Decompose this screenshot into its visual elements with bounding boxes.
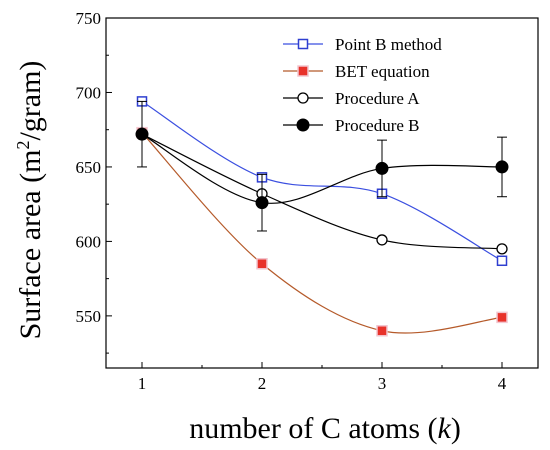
legend-marker	[297, 92, 309, 104]
data-point-3-1	[255, 196, 269, 210]
y-tick-label-650: 650	[76, 158, 102, 177]
y-axis-title-prefix: Surface area (m	[14, 150, 47, 340]
series-0	[136, 96, 508, 267]
legend-label-1: BET equation	[335, 62, 430, 81]
legend-item-1: BET equation	[283, 62, 430, 81]
x-axis-title-prefix: number of C atoms (	[189, 412, 437, 445]
series-line-2	[141, 133, 503, 250]
legend-label-0: Point B method	[335, 35, 442, 54]
series-3	[135, 100, 509, 232]
x-tick-label-2: 2	[258, 374, 267, 393]
data-point-2-3	[496, 243, 508, 255]
legend-marker	[297, 38, 309, 50]
y-axis-title: Surface area (m2/gram)	[13, 61, 47, 340]
legend-marker	[297, 65, 309, 77]
data-point-3-0	[135, 127, 149, 141]
series-layer	[135, 96, 509, 337]
y-tick-label-600: 600	[76, 232, 102, 251]
legend-label-3: Procedure B	[335, 116, 420, 135]
y-tick-label-700: 700	[76, 83, 102, 102]
x-axis-title-suffix: )	[451, 412, 461, 445]
x-axis-title: number of C atoms (k)	[189, 412, 461, 445]
legend-item-3: Procedure B	[283, 116, 420, 135]
y-axis-ticks: 550 600 650 700 750	[76, 9, 112, 354]
legend-marker	[296, 118, 310, 132]
y-axis-title-suffix: /gram)	[14, 61, 47, 141]
series-1	[136, 126, 508, 337]
series-line-1	[141, 132, 503, 334]
data-point-3-3	[495, 160, 509, 174]
legend: Point B method BET equation Procedure A Pro…	[283, 35, 442, 135]
x-tick-label-1: 1	[138, 374, 147, 393]
y-tick-label-550: 550	[76, 307, 102, 326]
x-tick-label-4: 4	[498, 374, 507, 393]
data-point-3-2	[375, 161, 389, 175]
data-point-1-3	[496, 311, 508, 324]
y-tick-label-750: 750	[76, 9, 102, 28]
data-point-0-3	[496, 255, 508, 267]
series-line-0	[141, 100, 503, 262]
y-axis-title-superscript: 2	[13, 141, 33, 150]
legend-item-2: Procedure A	[283, 89, 420, 108]
data-point-1-2	[376, 325, 388, 337]
legend-item-0: Point B method	[283, 35, 442, 54]
series-line-3	[141, 133, 503, 204]
x-axis-title-variable: k	[437, 412, 451, 445]
x-axis-ticks: 1 2 3 4	[138, 362, 507, 393]
data-point-1-1	[256, 257, 268, 270]
legend-label-2: Procedure A	[335, 89, 420, 108]
x-tick-label-3: 3	[378, 374, 387, 393]
data-point-2-2	[376, 234, 388, 246]
